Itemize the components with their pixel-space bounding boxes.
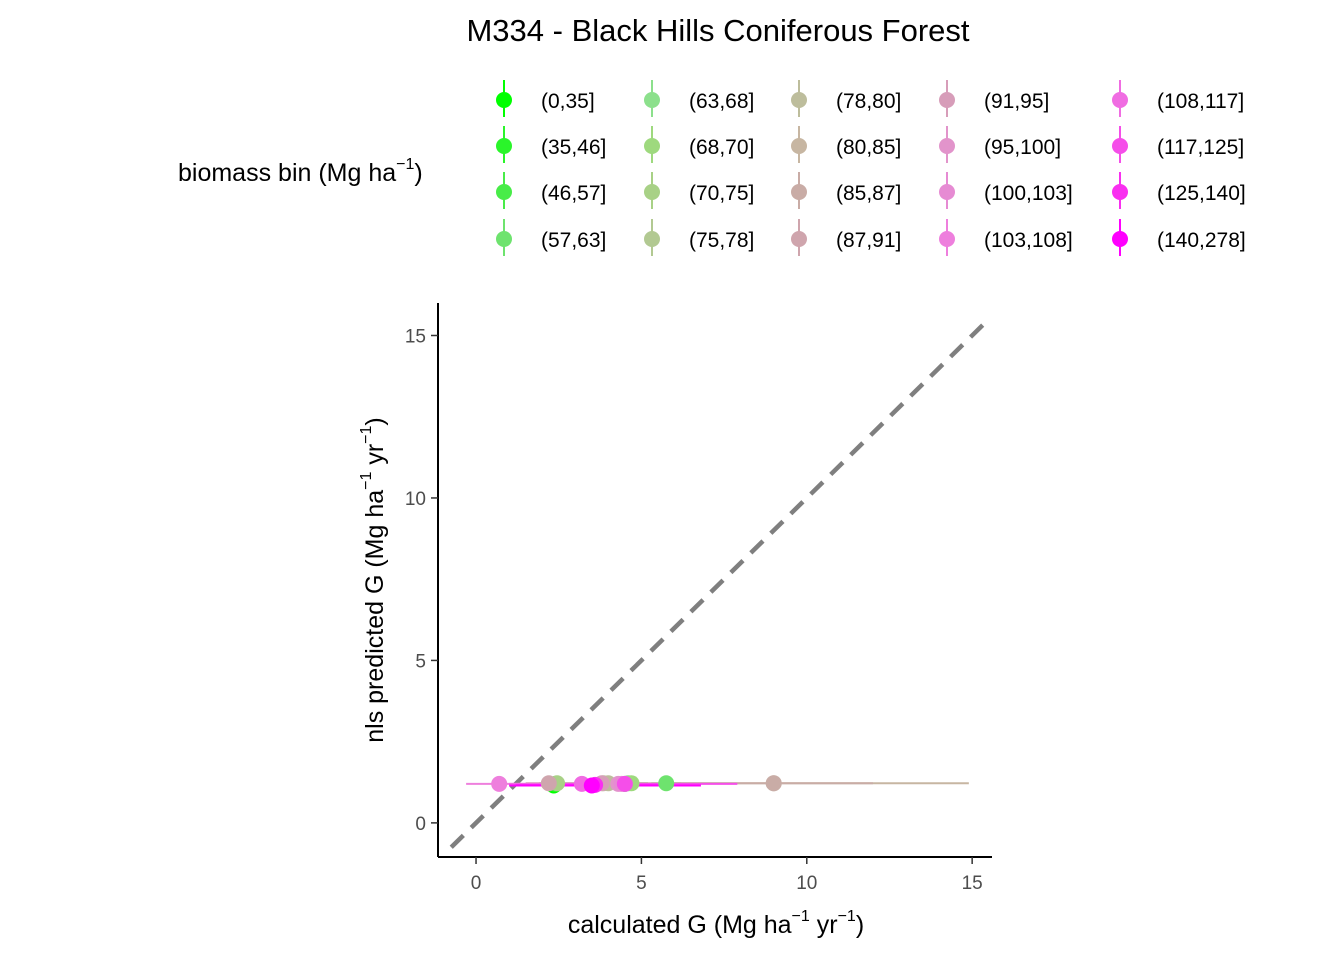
legend-label-9: (80,85]: [836, 136, 901, 159]
one-to-one-reference-line: [449, 316, 992, 849]
legend-label-3: (57,63]: [541, 229, 606, 252]
legend-entry-7: (75,78]: [644, 219, 754, 256]
y-tick-label-10: 10: [405, 489, 426, 510]
legend-label-18: (125,140]: [1157, 182, 1246, 205]
legend-key-point-8: [791, 92, 807, 108]
legend-title-exp: −1: [396, 156, 414, 173]
legend-key-point-9: [791, 138, 807, 154]
legend-key-point-7: [644, 231, 660, 247]
legend-entry-9: (80,85]: [791, 126, 901, 163]
legend-key-point-1: [496, 138, 512, 154]
legend-entry-2: (46,57]: [496, 172, 606, 209]
legend-label-2: (46,57]: [541, 182, 606, 205]
legend-key-point-10: [791, 184, 807, 200]
legend-key-point-12: [939, 92, 955, 108]
legend-key-point-18: [1112, 184, 1128, 200]
legend-key-point-11: [791, 231, 807, 247]
legend-key-point-17: [1112, 138, 1128, 154]
legend-title: biomass bin (Mg ha−1): [178, 156, 423, 187]
legend-title-base: biomass bin (Mg ha: [178, 159, 396, 187]
x-axis-title: calculated G (Mg ha−1 yr−1): [568, 908, 864, 939]
y-axis-title: nls predicted G (Mg ha−1 yr−1): [358, 417, 389, 743]
legend-entry-1: (35,46]: [496, 126, 606, 163]
legend-key-point-15: [939, 231, 955, 247]
y-tick-label-0: 0: [415, 814, 426, 835]
legend-label-4: (63,68]: [689, 90, 754, 113]
legend-key-point-4: [644, 92, 660, 108]
x-axis-title-mid: yr: [810, 911, 838, 939]
chart-title: M334 - Black Hills Coniferous Forest: [466, 13, 969, 48]
legend-entry-19: (140,278]: [1112, 219, 1246, 256]
x-tick-label-5: 5: [636, 873, 647, 894]
legend-label-10: (85,87]: [836, 182, 901, 205]
legend-key-point-14: [939, 184, 955, 200]
y-axis-title-exp2: −1: [358, 425, 375, 443]
x-axis-title-exp1: −1: [792, 908, 810, 925]
x-axis-title-base: calculated G (Mg ha: [568, 911, 792, 939]
x-tick-label-0: 0: [471, 873, 482, 894]
legend: (0,35] (35,46] (46,57] (57,63] (63,68] (68,70…: [496, 80, 1246, 256]
legend-entry-8: (78,80]: [791, 80, 901, 117]
x-tick-label-10: 10: [796, 873, 817, 894]
legend-entry-10: (85,87]: [791, 172, 901, 209]
legend-label-0: (0,35]: [541, 90, 595, 113]
data-point-11: [540, 775, 557, 792]
y-axis-title-exp1: −1: [358, 472, 375, 490]
legend-entry-12: (91,95]: [939, 80, 1049, 117]
legend-title-end: ): [414, 159, 422, 187]
legend-entry-6: (70,75]: [644, 172, 754, 209]
y-tick-label-15: 15: [405, 326, 426, 347]
legend-label-7: (75,78]: [689, 229, 754, 252]
legend-key-point-2: [496, 184, 512, 200]
legend-label-17: (117,125]: [1157, 136, 1244, 159]
plot-area: 0 5 10 15 0 5 10 15: [405, 303, 992, 894]
legend-key-point-5: [644, 138, 660, 154]
legend-label-12: (91,95]: [984, 90, 1049, 113]
legend-entry-13: (95,100]: [939, 126, 1061, 163]
legend-label-16: (108,117]: [1157, 90, 1244, 113]
legend-entry-3: (57,63]: [496, 219, 606, 256]
legend-key-point-19: [1112, 231, 1128, 247]
x-axis-title-end: ): [856, 911, 864, 939]
data-point-10: [765, 775, 782, 792]
legend-label-8: (78,80]: [836, 90, 901, 113]
legend-label-19: (140,278]: [1157, 229, 1246, 252]
legend-key-point-3: [496, 231, 512, 247]
x-tick-label-15: 15: [962, 873, 983, 894]
legend-label-14: (100,103]: [984, 182, 1073, 205]
legend-entry-18: (125,140]: [1112, 172, 1246, 209]
legend-entry-16: (108,117]: [1112, 80, 1244, 117]
y-axis-title-mid: yr: [361, 444, 389, 472]
legend-entry-17: (117,125]: [1112, 126, 1244, 163]
legend-entry-11: (87,91]: [791, 219, 901, 256]
legend-label-1: (35,46]: [541, 136, 606, 159]
data-point-17: [616, 775, 633, 792]
legend-label-15: (103,108]: [984, 229, 1073, 252]
legend-key-point-13: [939, 138, 955, 154]
y-tick-label-5: 5: [415, 651, 426, 672]
data-point-15: [491, 775, 508, 792]
legend-key-point-6: [644, 184, 660, 200]
data-point-3: [658, 775, 675, 792]
y-axis-title-base: nls predicted G (Mg ha: [361, 490, 389, 743]
legend-label-5: (68,70]: [689, 136, 754, 159]
x-axis-title-exp2: −1: [838, 908, 856, 925]
legend-entry-14: (100,103]: [939, 172, 1073, 209]
legend-key-point-0: [496, 92, 512, 108]
legend-entry-0: (0,35]: [496, 80, 595, 117]
y-axis-title-end: ): [361, 417, 389, 425]
legend-entry-15: (103,108]: [939, 219, 1073, 256]
legend-key-point-16: [1112, 92, 1128, 108]
legend-label-11: (87,91]: [836, 229, 901, 252]
legend-label-13: (95,100]: [984, 136, 1061, 159]
legend-entry-4: (63,68]: [644, 80, 754, 117]
legend-label-6: (70,75]: [689, 182, 754, 205]
legend-entry-5: (68,70]: [644, 126, 754, 163]
data-point-19: [583, 777, 600, 794]
